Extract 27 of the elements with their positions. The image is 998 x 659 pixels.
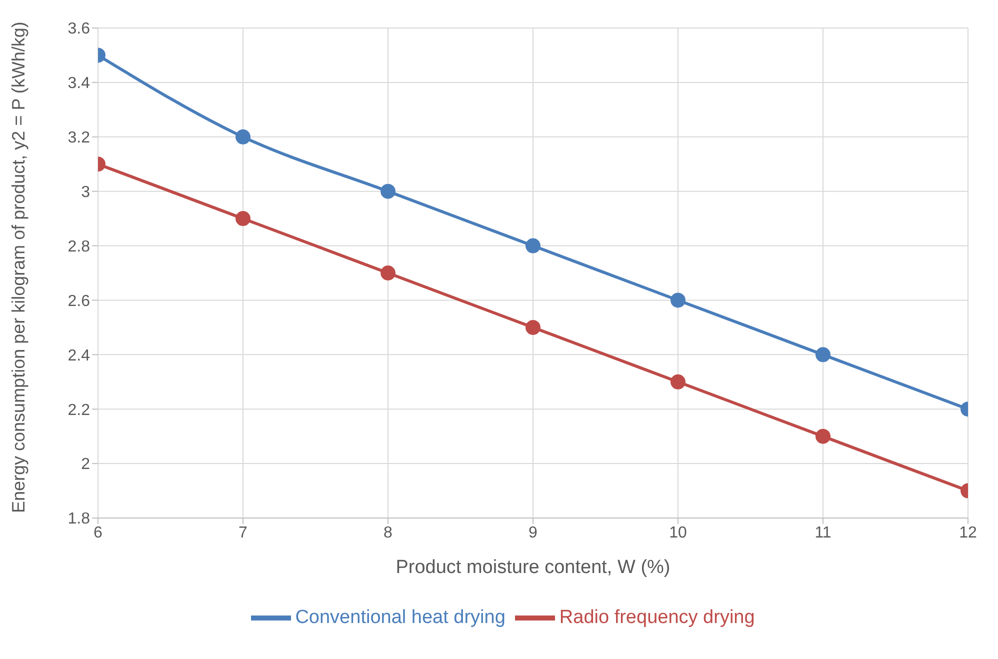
y-tick-label: 3.2 bbox=[68, 130, 90, 147]
x-tick-label: 12 bbox=[959, 524, 977, 542]
point bbox=[526, 238, 540, 254]
x-tick-label: 10 bbox=[669, 524, 687, 542]
x-tick-label: 7 bbox=[238, 524, 248, 542]
point bbox=[526, 320, 540, 335]
y-tick-label: 2.6 bbox=[68, 292, 90, 310]
legend-label: Radio frequency drying bbox=[559, 607, 755, 628]
y-tick-label: 2 bbox=[81, 456, 90, 474]
x-axis-title: Product moisture content, W (%) bbox=[396, 557, 670, 578]
y-tick-label: 2.4 bbox=[68, 347, 90, 364]
y-tick-label: 2.2 bbox=[68, 402, 90, 419]
x-tick-label: 9 bbox=[528, 524, 538, 542]
point bbox=[670, 292, 686, 308]
point bbox=[670, 374, 686, 390]
legend-label: Conventional heat drying bbox=[295, 607, 506, 628]
point bbox=[380, 266, 396, 280]
y-tick-label: 2.8 bbox=[68, 238, 90, 256]
y-tick-label: 1.8 bbox=[68, 510, 90, 528]
y-tick-label: 3.4 bbox=[68, 75, 90, 92]
point bbox=[380, 184, 396, 199]
x-tick-label: 8 bbox=[384, 524, 393, 542]
y-tick-label: 3 bbox=[81, 184, 90, 202]
y-axis-title: Energy consumption per kilogram of product, y2 = P (kWh/kg) bbox=[8, 22, 28, 513]
x-tick-label: 6 bbox=[94, 524, 103, 542]
x-tick-label: 11 bbox=[814, 524, 832, 542]
y-tick-label: 3.6 bbox=[68, 20, 90, 38]
